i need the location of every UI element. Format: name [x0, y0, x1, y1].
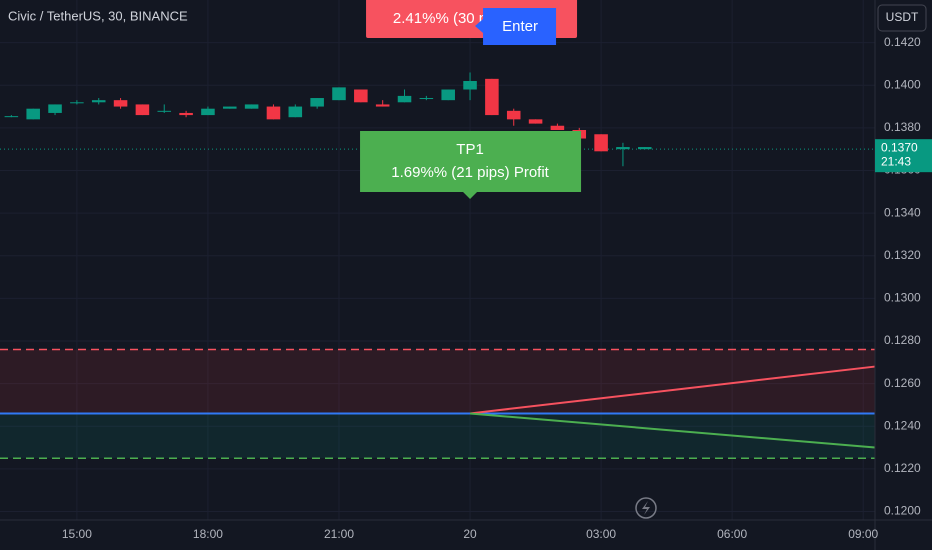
candle-body	[70, 102, 84, 104]
candle-body	[48, 104, 62, 113]
candle-body	[135, 104, 150, 116]
chart-title: Civic / TetherUS, 30, BINANCE	[8, 8, 188, 23]
stop-projection	[469, 365, 876, 415]
y-tick-label: 0.1320	[884, 248, 921, 262]
candle-body	[91, 100, 106, 103]
candle-body	[638, 147, 652, 150]
candle-body	[419, 98, 434, 100]
x-tick-label: 03:00	[586, 527, 616, 541]
sl-title: SL	[461, 0, 479, 4]
candle-body	[223, 106, 237, 109]
candle-body	[26, 108, 40, 120]
y-tick-label: 0.1260	[884, 376, 921, 390]
x-tick-label: 20	[463, 527, 477, 541]
tp-text: 1.69%% (21 pips) Profit	[391, 164, 549, 181]
candle-body	[332, 87, 346, 101]
replay-icon[interactable]	[635, 497, 657, 519]
candle-body	[550, 125, 565, 130]
candle-body	[310, 98, 324, 107]
y-tick-label: 0.1380	[884, 120, 921, 134]
tp-title: TP1	[456, 141, 484, 158]
candle-body	[616, 147, 630, 150]
price-label: 0.1370	[881, 140, 918, 154]
y-tick-label: 0.1420	[884, 35, 921, 49]
y-tick-label: 0.1240	[884, 418, 921, 432]
candle-body	[594, 134, 608, 152]
candle-body	[485, 78, 499, 116]
tp-box	[360, 131, 582, 199]
candle-body	[528, 119, 543, 124]
y-tick-label: 0.1220	[884, 461, 921, 475]
stop-zone	[0, 349, 875, 414]
plot-layer	[0, 0, 876, 520]
target-projection	[469, 412, 876, 449]
currency-label[interactable]: USDT	[886, 10, 919, 24]
candle-body	[201, 108, 215, 116]
candle-body	[463, 80, 477, 90]
y-tick-label: 0.1280	[884, 333, 921, 347]
price-label-box	[875, 139, 932, 173]
x-tick-label: 21:00	[324, 527, 354, 541]
x-tick-label: 18:00	[193, 527, 223, 541]
x-tick-label: 06:00	[717, 527, 747, 541]
candle-body	[4, 116, 19, 118]
replay-icon-bolt	[642, 501, 650, 515]
enter-label: Enter	[502, 18, 538, 35]
price-time-label: 21:43	[881, 154, 911, 168]
x-tick-label: 15:00	[62, 527, 92, 541]
candle-body	[288, 106, 303, 118]
candle-body	[354, 89, 368, 103]
x-tick-label: 09:00	[848, 527, 878, 541]
enter-box	[475, 8, 557, 45]
candle-body	[441, 89, 455, 101]
candle-body	[266, 106, 281, 120]
candle-body	[179, 112, 193, 116]
candle-body	[113, 100, 128, 107]
y-tick-label: 0.1200	[884, 504, 921, 518]
candle-body	[397, 95, 412, 103]
candle-body	[375, 104, 390, 107]
candle-body	[157, 110, 172, 112]
y-tick-label: 0.1400	[884, 77, 921, 91]
y-tick-label: 0.1300	[884, 291, 921, 305]
currency-button[interactable]	[877, 4, 927, 32]
y-tick-label: 0.1340	[884, 205, 921, 219]
candle-body	[244, 104, 259, 109]
candle-body	[506, 110, 521, 120]
